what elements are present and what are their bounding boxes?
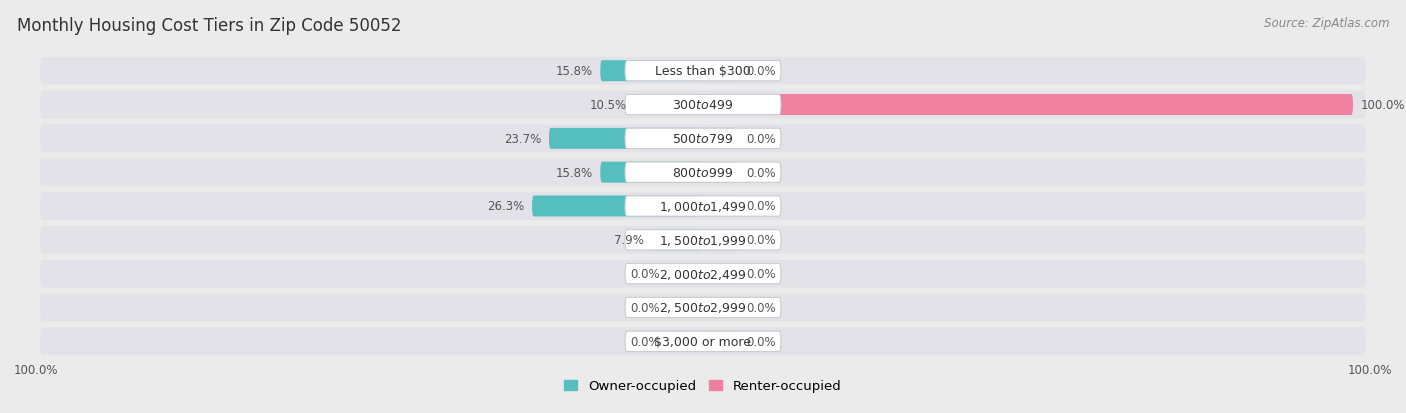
FancyBboxPatch shape xyxy=(703,61,738,82)
FancyBboxPatch shape xyxy=(626,62,780,82)
Text: 0.0%: 0.0% xyxy=(747,200,776,213)
Text: $500 to $799: $500 to $799 xyxy=(672,133,734,145)
FancyBboxPatch shape xyxy=(600,61,703,82)
Text: 0.0%: 0.0% xyxy=(747,301,776,314)
Text: $3,000 or more: $3,000 or more xyxy=(655,335,751,348)
Text: 15.8%: 15.8% xyxy=(555,65,592,78)
Text: $2,500 to $2,999: $2,500 to $2,999 xyxy=(659,301,747,315)
Text: Less than $300: Less than $300 xyxy=(655,65,751,78)
FancyBboxPatch shape xyxy=(600,162,703,183)
Text: 7.9%: 7.9% xyxy=(614,234,644,247)
FancyBboxPatch shape xyxy=(703,128,738,150)
Text: Monthly Housing Cost Tiers in Zip Code 50052: Monthly Housing Cost Tiers in Zip Code 5… xyxy=(17,17,401,34)
FancyBboxPatch shape xyxy=(626,196,780,217)
FancyBboxPatch shape xyxy=(39,260,1367,288)
FancyBboxPatch shape xyxy=(39,294,1367,322)
FancyBboxPatch shape xyxy=(626,129,780,149)
FancyBboxPatch shape xyxy=(668,331,703,352)
FancyBboxPatch shape xyxy=(39,328,1367,355)
Text: 0.0%: 0.0% xyxy=(630,268,659,280)
FancyBboxPatch shape xyxy=(703,162,738,183)
Legend: Owner-occupied, Renter-occupied: Owner-occupied, Renter-occupied xyxy=(560,374,846,398)
Text: 0.0%: 0.0% xyxy=(747,133,776,145)
Text: 26.3%: 26.3% xyxy=(486,200,524,213)
FancyBboxPatch shape xyxy=(703,230,738,251)
FancyBboxPatch shape xyxy=(39,226,1367,254)
Text: 0.0%: 0.0% xyxy=(747,335,776,348)
FancyBboxPatch shape xyxy=(39,91,1367,119)
FancyBboxPatch shape xyxy=(39,159,1367,187)
Text: $300 to $499: $300 to $499 xyxy=(672,99,734,112)
FancyBboxPatch shape xyxy=(39,192,1367,221)
FancyBboxPatch shape xyxy=(39,58,1367,85)
Text: Source: ZipAtlas.com: Source: ZipAtlas.com xyxy=(1264,17,1389,29)
Text: $1,500 to $1,999: $1,500 to $1,999 xyxy=(659,233,747,247)
Text: 0.0%: 0.0% xyxy=(630,301,659,314)
Text: 15.8%: 15.8% xyxy=(555,166,592,179)
FancyBboxPatch shape xyxy=(668,263,703,285)
FancyBboxPatch shape xyxy=(703,263,738,285)
Text: 10.5%: 10.5% xyxy=(591,99,627,112)
Text: 0.0%: 0.0% xyxy=(747,268,776,280)
Text: 0.0%: 0.0% xyxy=(747,234,776,247)
Text: 100.0%: 100.0% xyxy=(14,363,59,376)
Text: 23.7%: 23.7% xyxy=(503,133,541,145)
FancyBboxPatch shape xyxy=(531,196,703,217)
FancyBboxPatch shape xyxy=(703,196,738,217)
FancyBboxPatch shape xyxy=(703,297,738,318)
FancyBboxPatch shape xyxy=(39,125,1367,153)
FancyBboxPatch shape xyxy=(626,163,780,183)
FancyBboxPatch shape xyxy=(651,230,703,251)
FancyBboxPatch shape xyxy=(626,230,780,250)
FancyBboxPatch shape xyxy=(668,297,703,318)
FancyBboxPatch shape xyxy=(548,128,703,150)
FancyBboxPatch shape xyxy=(634,95,703,116)
Text: 100.0%: 100.0% xyxy=(1347,363,1392,376)
FancyBboxPatch shape xyxy=(703,95,1353,116)
Text: $2,000 to $2,499: $2,000 to $2,499 xyxy=(659,267,747,281)
Text: 100.0%: 100.0% xyxy=(1361,99,1405,112)
Text: $1,000 to $1,499: $1,000 to $1,499 xyxy=(659,199,747,214)
FancyBboxPatch shape xyxy=(626,264,780,284)
FancyBboxPatch shape xyxy=(626,298,780,318)
Text: 0.0%: 0.0% xyxy=(630,335,659,348)
FancyBboxPatch shape xyxy=(626,95,780,115)
FancyBboxPatch shape xyxy=(703,331,738,352)
Text: 0.0%: 0.0% xyxy=(747,166,776,179)
Text: 0.0%: 0.0% xyxy=(747,65,776,78)
Text: $800 to $999: $800 to $999 xyxy=(672,166,734,179)
FancyBboxPatch shape xyxy=(626,331,780,351)
